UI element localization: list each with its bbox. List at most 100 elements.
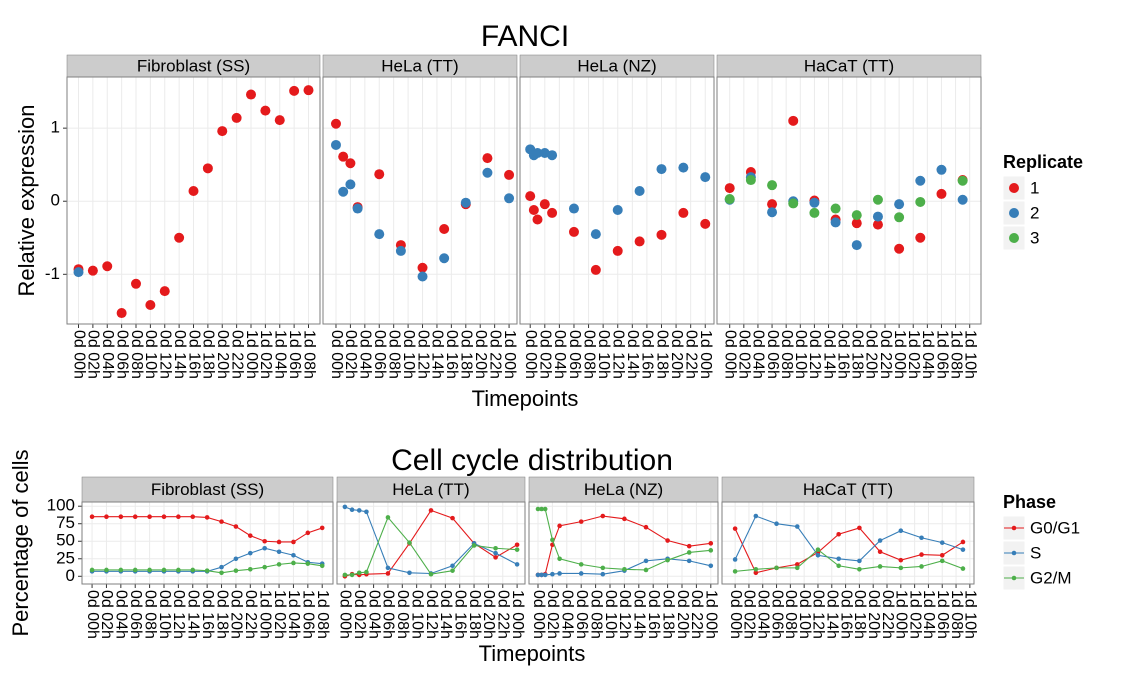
point [338, 186, 349, 197]
x-tick-label: 0d 14h [437, 590, 454, 639]
point [708, 548, 714, 553]
point [188, 186, 199, 196]
point [836, 531, 841, 537]
x-tick-label: 0d 08h [782, 590, 799, 639]
point [247, 566, 253, 572]
point [634, 236, 645, 247]
point [678, 162, 689, 173]
point [857, 525, 862, 531]
point [514, 547, 520, 552]
panel-border [322, 76, 518, 325]
point [352, 203, 363, 214]
x-tick-label: 0d 04h [113, 590, 130, 639]
x-tick-label: 1d 00h [501, 330, 518, 379]
x-tick-label: 0d 02h [98, 590, 115, 639]
x-tick-label: 0d 16h [834, 330, 851, 379]
point [514, 542, 520, 548]
x-tick-label: 0d 18h [458, 330, 475, 379]
point [356, 508, 362, 513]
point [204, 515, 210, 520]
x-tick-label: 0d 20h [472, 330, 489, 379]
point [385, 571, 391, 576]
point [794, 524, 800, 529]
x-tick-label: 1d 00h [703, 590, 720, 639]
x-tick-label: 0d 18h [659, 590, 676, 639]
panel-border [81, 501, 334, 585]
x-tick-label: 0d 22h [877, 330, 894, 379]
x-tick-label: 0d 16h [199, 590, 216, 639]
x-tick-label: 0d 20h [668, 330, 685, 379]
x-tick-label: 0d 16h [443, 330, 460, 379]
point [830, 203, 841, 214]
point [262, 545, 267, 551]
point [612, 205, 623, 215]
point [428, 508, 434, 513]
x-tick-label: 0d 10h [408, 590, 425, 639]
point [532, 148, 543, 158]
point [342, 504, 348, 510]
x-tick-label: 0d 06h [380, 590, 397, 639]
point [877, 549, 883, 555]
point [219, 564, 224, 570]
point [724, 183, 735, 194]
x-tick-label: 0d 10h [400, 330, 417, 379]
point [788, 115, 799, 126]
legend-label: 2 [1030, 203, 1039, 222]
point [217, 126, 228, 137]
x-tick-label: 0d 08h [385, 330, 402, 379]
point [894, 243, 905, 254]
point [547, 150, 558, 161]
x-tick-label: 0d 02h [537, 330, 554, 379]
chart-title: FANCI [481, 20, 569, 53]
point [894, 212, 905, 223]
point [612, 245, 623, 256]
point [330, 139, 341, 150]
x-tick-label: 0d 00h [727, 590, 744, 639]
x-tick-label: 0d 02h [342, 330, 359, 379]
point [600, 565, 606, 571]
y-tick-label: 0 [51, 191, 60, 210]
x-tick-label: 1d 06h [934, 590, 951, 639]
point [622, 516, 627, 522]
strip-label: Fibroblast (SS) [151, 480, 264, 499]
strip [81, 476, 334, 503]
point [665, 557, 670, 563]
point [634, 186, 645, 196]
point [851, 218, 862, 229]
point [957, 175, 968, 186]
point [830, 217, 841, 228]
point [73, 267, 84, 278]
x-tick-label: 0d 12h [806, 330, 823, 379]
series-line [734, 515, 964, 562]
point [233, 556, 239, 562]
point [643, 524, 649, 530]
x-tick-label: 0d 08h [128, 330, 145, 379]
x-tick-label: 0d 12h [423, 590, 440, 639]
x-tick-label: 0d 20h [228, 590, 245, 639]
point [262, 564, 267, 570]
x-tick-label: 0d 04h [559, 590, 576, 639]
point [147, 567, 152, 573]
point [118, 567, 124, 573]
point [643, 567, 649, 573]
point [724, 194, 735, 205]
x-tick-label: 1d 08h [948, 590, 965, 639]
x-tick-label: 1d 02h [906, 590, 923, 639]
x-tick-label: 0d 22h [495, 590, 512, 639]
x-tick-label: 0d 22h [242, 590, 259, 639]
y-tick-label: 100 [47, 496, 75, 515]
x-tick-label: 0d 06h [573, 590, 590, 639]
point [385, 565, 391, 571]
point [528, 205, 539, 215]
point [364, 509, 369, 515]
point [600, 513, 606, 519]
point [753, 513, 759, 519]
point [872, 211, 883, 222]
x-tick-label: 1d 08h [314, 590, 331, 639]
x-tick-label: 0d 08h [141, 590, 158, 639]
point [428, 571, 434, 577]
x-tick-label: 0d 08h [580, 330, 597, 379]
x-tick-label: 0d 06h [113, 330, 130, 379]
x-tick-label: 1d 00h [893, 590, 910, 639]
point [774, 565, 779, 571]
